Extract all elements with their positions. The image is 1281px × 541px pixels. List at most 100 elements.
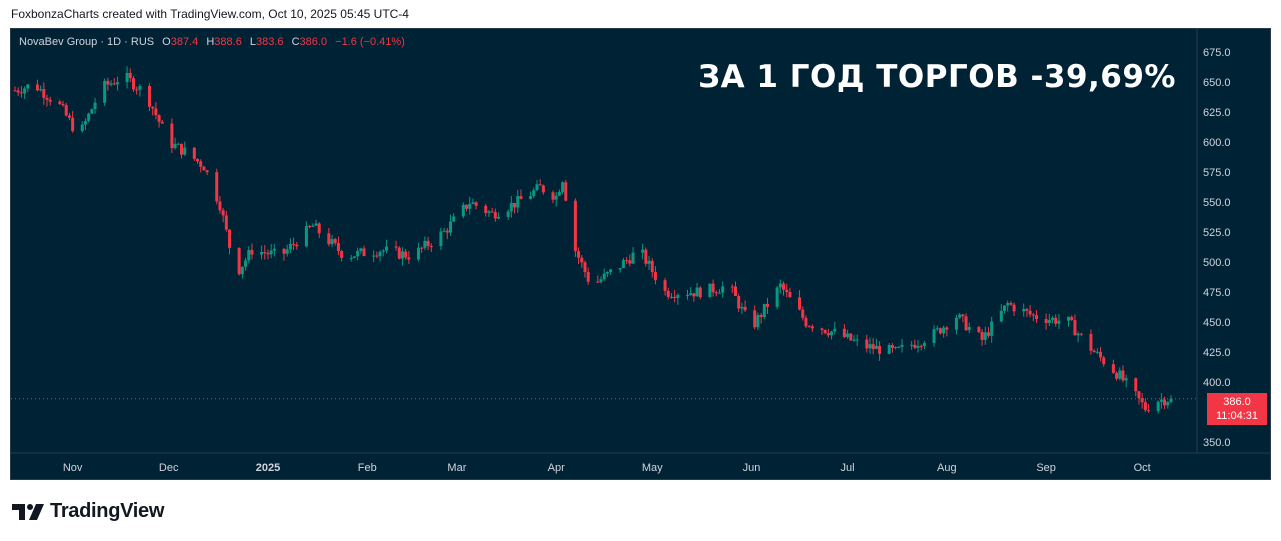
y-tick-label: 575.0 — [1203, 167, 1231, 179]
candle-body — [1044, 319, 1048, 323]
legend-close-value: 386.0 — [299, 36, 328, 48]
y-tick-label: 425.0 — [1203, 347, 1231, 359]
chart-panel[interactable]: 675.0 650.0 625.0 600.0 575.0 550.0 525.0 500.0… — [10, 28, 1271, 480]
candle-body — [519, 196, 523, 200]
candle-body — [224, 215, 228, 230]
legend-high-label: H — [206, 36, 215, 48]
candle-body — [695, 287, 699, 297]
candle-body — [1092, 350, 1096, 353]
candle-body — [1057, 320, 1061, 324]
candle-body — [90, 109, 94, 114]
candle-body — [35, 84, 39, 91]
candle-body — [67, 115, 71, 118]
candle-body — [308, 226, 312, 228]
candle-body — [641, 249, 645, 253]
candle-body — [1009, 303, 1013, 305]
candle-body — [756, 315, 760, 328]
tradingview-wordmark: TradingView — [50, 500, 165, 522]
candle-body — [711, 283, 715, 293]
candle-body — [653, 272, 657, 281]
legend-low-label: L — [249, 36, 256, 48]
candle-body — [759, 315, 763, 318]
candle-body — [618, 268, 622, 270]
candle-body — [429, 245, 433, 247]
candle-body — [461, 204, 465, 217]
candle-body — [109, 83, 113, 85]
candle-body — [416, 247, 420, 260]
candle-body — [26, 84, 30, 89]
y-tick-label: 550.0 — [1203, 197, 1231, 209]
candle-body — [865, 339, 869, 349]
x-tick-label: Feb — [358, 462, 377, 474]
candle-body — [1121, 370, 1125, 381]
candle-body — [449, 221, 453, 233]
candle-body — [317, 223, 321, 234]
candle-body — [990, 321, 994, 336]
candle-body — [532, 190, 536, 197]
candle-body — [205, 170, 209, 173]
candle-body — [384, 246, 388, 251]
chart-caption: FoxbonzaCharts created with TradingView.… — [11, 7, 409, 21]
candle-body — [176, 143, 180, 145]
candle-body — [362, 248, 366, 257]
candle-body — [1156, 401, 1160, 412]
candle-body — [961, 314, 965, 317]
candle-body — [221, 210, 225, 216]
candle-body — [452, 216, 456, 222]
candle-body — [1022, 308, 1026, 312]
candle-body — [93, 102, 97, 110]
candle-body — [676, 295, 680, 298]
candle-body — [647, 260, 651, 264]
candle-body — [106, 80, 110, 85]
candle-body — [967, 327, 971, 331]
candle-body — [983, 332, 987, 340]
candle-body — [916, 345, 920, 348]
y-tick-label: 450.0 — [1203, 317, 1231, 329]
candle-body — [1079, 333, 1083, 335]
candle-body — [785, 289, 789, 292]
candle-body — [980, 331, 984, 340]
candle-body — [497, 216, 501, 219]
candle-body — [125, 72, 129, 83]
candle-body — [580, 257, 584, 263]
candle-body — [87, 113, 91, 122]
candle-body — [474, 202, 478, 206]
candle-body — [573, 200, 577, 252]
candle-body — [1012, 304, 1016, 312]
candle-body — [1147, 410, 1151, 412]
x-tick-label: 2025 — [256, 462, 280, 474]
candle-body — [740, 306, 744, 309]
candle-body — [935, 328, 939, 330]
candle-body — [689, 293, 693, 296]
y-tick-label: 650.0 — [1203, 77, 1231, 89]
candle-body — [743, 306, 747, 311]
candle-body — [644, 249, 648, 264]
candle-body — [45, 97, 49, 100]
candle-body — [192, 147, 196, 159]
candle-body — [228, 229, 232, 248]
candle-body — [135, 89, 139, 91]
candle-body — [445, 230, 449, 233]
candle-body — [490, 211, 494, 213]
y-tick-label: 600.0 — [1203, 137, 1231, 149]
candle-body — [509, 202, 513, 212]
candle-body — [1166, 402, 1170, 406]
x-tick-label: Aug — [937, 462, 957, 474]
candle-body — [1089, 333, 1093, 351]
candle-body — [1102, 357, 1106, 365]
chart-headline: ЗА 1 ГОД ТОРГОВ -39,69% — [698, 59, 1176, 95]
candle-body — [605, 272, 609, 274]
candle-body — [766, 303, 770, 307]
candle-body — [170, 123, 174, 149]
candle-body — [557, 191, 561, 196]
candle-body — [1002, 305, 1006, 311]
candle-body — [282, 248, 286, 254]
candle-body — [131, 78, 135, 90]
candle-body — [942, 327, 946, 334]
y-tick-label: 400.0 — [1203, 377, 1231, 389]
candlestick-chart[interactable]: 675.0 650.0 625.0 600.0 575.0 550.0 525.0 500.0… — [11, 29, 1270, 479]
candle-body — [621, 260, 625, 269]
candle-body — [938, 328, 942, 334]
tradingview-brand[interactable]: TradingView — [12, 500, 164, 523]
candle-body — [240, 266, 244, 275]
